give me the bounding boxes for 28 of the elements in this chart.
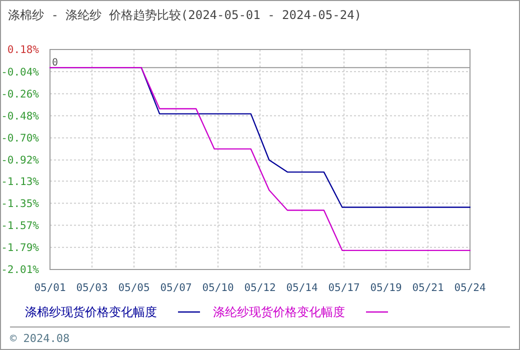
- x-tick-label: 05/19: [370, 282, 402, 294]
- y-tick-label: -1.79%: [1, 242, 40, 254]
- y-tick-label: -2.01%: [1, 264, 40, 276]
- x-tick-label: 05/21: [412, 282, 444, 294]
- legend-label: 涤纶纱现货价格变化幅度: [213, 305, 345, 319]
- legend-label: 涤棉纱现货价格变化幅度: [25, 305, 157, 319]
- x-tick-label: 05/05: [118, 282, 150, 294]
- chart-title: 涤棉纱 - 涤纶纱 价格趋势比较(2024-05-01 - 2024-05-24): [8, 8, 362, 22]
- x-tick-label: 05/03: [76, 282, 108, 294]
- y-tick-label: -1.13%: [1, 176, 40, 188]
- line-series: [49, 66, 471, 252]
- y-tick-label: -1.57%: [1, 220, 40, 232]
- x-tick-label: 05/01: [34, 282, 66, 294]
- y-tick-label: -0.26%: [1, 88, 40, 100]
- x-tick-label: 05/10: [202, 282, 234, 294]
- y-tick-label: -0.70%: [1, 132, 40, 145]
- x-tick-label: 05/24: [454, 282, 486, 294]
- y-tick-label: -0.48%: [1, 110, 40, 122]
- x-tick-label: 05/17: [328, 282, 360, 294]
- y-tick-label: -0.92%: [1, 154, 40, 167]
- x-tick-label: 05/14: [286, 282, 318, 294]
- text: © 2024.08: [10, 332, 70, 345]
- x-tick-label: 05/12: [244, 282, 276, 294]
- y-tick-label: -0.04%: [1, 66, 40, 78]
- y-tick-label: -1.35%: [1, 198, 40, 210]
- y-tick-label: 0.18%: [7, 44, 40, 56]
- ref-line-label: 0: [52, 58, 58, 69]
- x-tick-label: 05/07: [160, 282, 192, 294]
